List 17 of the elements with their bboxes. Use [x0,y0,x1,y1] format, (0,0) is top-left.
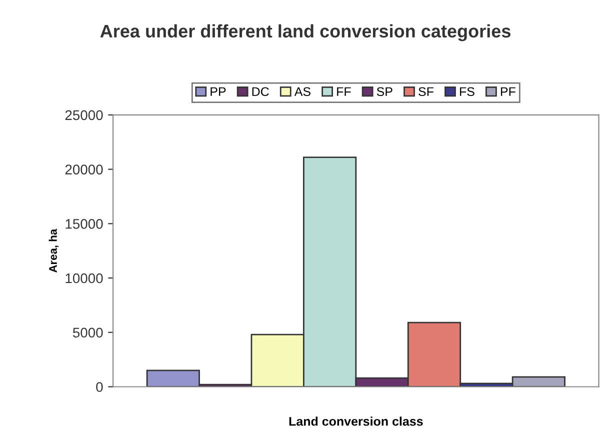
legend-label: FS [460,87,474,96]
legend-label: SF [418,87,434,96]
legend-label: DC [252,87,269,96]
y-tick-label: 10000 [66,273,103,284]
legend-label: PP [210,87,226,96]
y-tick-label: 15000 [66,218,103,229]
y-tick-label: 5000 [72,328,103,338]
legend-label: AS [294,87,310,96]
y-tick-label: 20000 [65,164,103,174]
y-tick-label: 0 [96,382,103,392]
chart-title: Area under different land conversion categories [100,24,510,42]
legend-label: PF [500,87,516,96]
y-axis-title: Area, ha [48,228,59,272]
y-tick-label: 25000 [65,110,103,120]
x-axis-title: Land conversion class [289,416,423,426]
legend-label: FF [337,87,351,96]
legend-label: SP [376,87,392,96]
